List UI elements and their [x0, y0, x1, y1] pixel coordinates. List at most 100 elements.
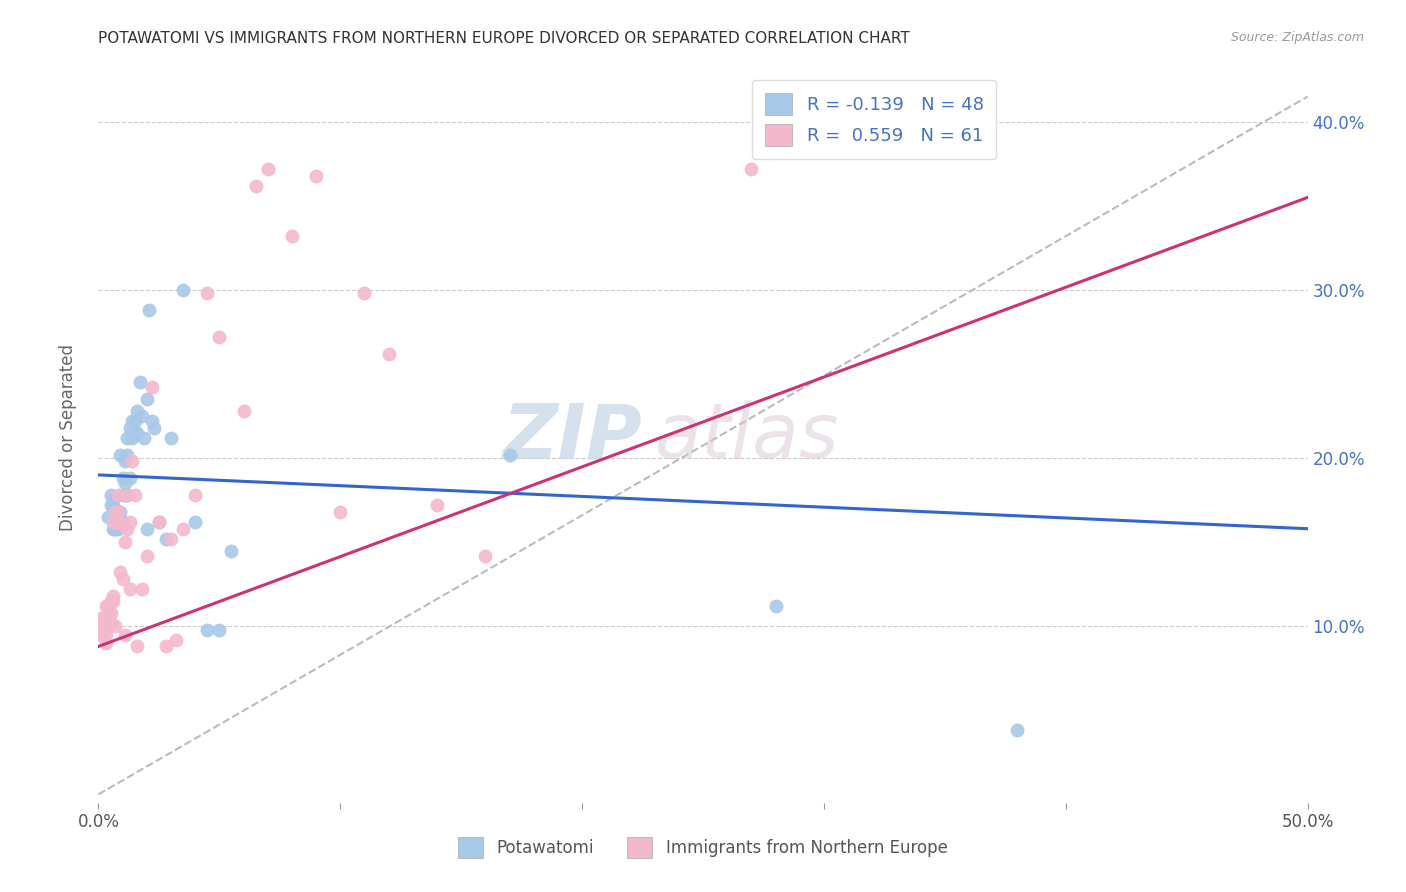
Point: [155, 532, 177, 546]
Point: [104, 501, 127, 516]
Text: ZIP: ZIP: [503, 401, 643, 474]
Point: [100, 498, 122, 512]
Point: [131, 409, 153, 423]
Y-axis label: Divorced or Separated: Divorced or Separated: [59, 343, 77, 531]
Point: [118, 421, 141, 435]
Point: [97, 619, 120, 633]
Point: [245, 178, 267, 193]
Point: [117, 522, 139, 536]
Point: [97, 611, 120, 625]
Point: [498, 448, 520, 462]
Point: [90, 611, 112, 625]
Point: [377, 347, 399, 361]
Point: [117, 448, 139, 462]
Point: [100, 606, 122, 620]
Point: [104, 522, 127, 536]
Point: [107, 488, 129, 502]
Point: [121, 414, 143, 428]
Point: [100, 488, 122, 502]
Point: [94, 599, 117, 613]
Point: [740, 161, 762, 176]
Point: [97, 606, 120, 620]
Point: [148, 515, 170, 529]
Point: [97, 510, 120, 524]
Point: [108, 448, 131, 462]
Point: [90, 619, 112, 633]
Point: [155, 640, 177, 654]
Point: [108, 505, 131, 519]
Point: [184, 515, 207, 529]
Point: [138, 303, 160, 318]
Point: [107, 515, 129, 529]
Point: [131, 582, 153, 597]
Point: [765, 599, 787, 613]
Text: atlas: atlas: [655, 401, 839, 474]
Point: [127, 404, 149, 418]
Point: [127, 640, 149, 654]
Point: [111, 515, 134, 529]
Point: [91, 611, 114, 625]
Point: [121, 431, 143, 445]
Point: [135, 522, 157, 536]
Point: [143, 421, 166, 435]
Point: [111, 488, 134, 502]
Point: [118, 515, 141, 529]
Point: [128, 376, 150, 390]
Point: [256, 161, 278, 176]
Point: [232, 404, 254, 418]
Point: [124, 414, 146, 428]
Point: [1007, 723, 1029, 738]
Point: [135, 392, 157, 407]
Point: [208, 623, 231, 637]
Point: [184, 488, 207, 502]
Point: [474, 549, 496, 563]
Point: [114, 488, 136, 502]
Point: [127, 425, 149, 440]
Point: [305, 169, 328, 183]
Point: [101, 493, 124, 508]
Point: [160, 532, 183, 546]
Point: [101, 515, 124, 529]
Point: [107, 505, 129, 519]
Point: [118, 471, 141, 485]
Point: [148, 515, 170, 529]
Point: [90, 627, 112, 641]
Point: [160, 431, 183, 445]
Point: [221, 543, 243, 558]
Point: [134, 431, 156, 445]
Point: [104, 505, 127, 519]
Text: POTAWATOMI VS IMMIGRANTS FROM NORTHERN EUROPE DIVORCED OR SEPARATED CORRELATION : POTAWATOMI VS IMMIGRANTS FROM NORTHERN E…: [98, 31, 910, 46]
Point: [114, 454, 136, 468]
Point: [94, 627, 117, 641]
Point: [100, 615, 122, 630]
Point: [114, 627, 136, 641]
Point: [426, 498, 449, 512]
Text: Source: ZipAtlas.com: Source: ZipAtlas.com: [1230, 31, 1364, 45]
Point: [117, 488, 139, 502]
Point: [329, 505, 352, 519]
Point: [94, 611, 117, 625]
Point: [97, 599, 120, 613]
Point: [111, 471, 134, 485]
Point: [100, 594, 122, 608]
Point: [118, 582, 141, 597]
Point: [114, 535, 136, 549]
Point: [101, 594, 124, 608]
Point: [124, 425, 146, 440]
Point: [208, 330, 231, 344]
Point: [114, 476, 136, 491]
Point: [141, 380, 163, 394]
Legend: Potawatomi, Immigrants from Northern Europe: Potawatomi, Immigrants from Northern Eur…: [449, 827, 957, 868]
Point: [91, 627, 114, 641]
Point: [107, 522, 129, 536]
Point: [111, 518, 134, 533]
Point: [172, 522, 194, 536]
Point: [195, 286, 218, 301]
Point: [94, 636, 117, 650]
Point: [353, 286, 375, 301]
Point: [195, 623, 218, 637]
Point: [101, 589, 124, 603]
Point: [91, 619, 114, 633]
Point: [91, 619, 114, 633]
Point: [117, 488, 139, 502]
